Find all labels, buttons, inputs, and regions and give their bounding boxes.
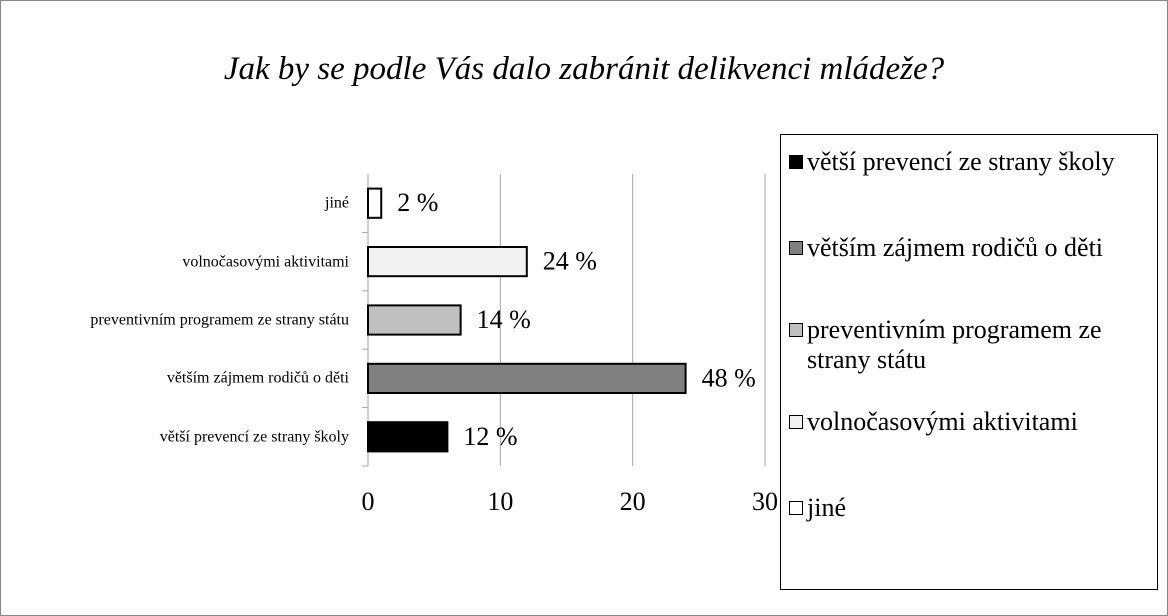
data-label: 14 %: [477, 305, 531, 334]
x-tick-label: 30: [752, 487, 778, 516]
data-label: 2 %: [397, 188, 438, 217]
legend-entry: jiné: [789, 493, 1154, 523]
y-tick-label: volnočasovými aktivitami: [182, 253, 349, 271]
bar: [367, 246, 528, 278]
chart-title: Jak by se podle Vás dalo zabránit delikv…: [223, 51, 945, 87]
data-label: 12 %: [463, 422, 517, 451]
data-label: 48 %: [702, 363, 756, 392]
legend: větší prevencí ze strany školy větším záj…: [780, 134, 1158, 590]
legend-label: preventivním programem ze strany státu: [807, 315, 1102, 374]
y-tick-label: větším zájmem rodičů o děti: [166, 369, 349, 387]
legend-label: volnočasovými aktivitami: [807, 407, 1078, 436]
legend-label: větší prevencí ze strany školy: [807, 147, 1115, 176]
bar: [367, 187, 383, 219]
bar: [367, 421, 449, 453]
bar: [367, 304, 462, 336]
legend-entry: volnočasovými aktivitami: [789, 407, 1154, 437]
legend-swatch: [789, 501, 803, 515]
legend-swatch: [789, 415, 803, 429]
legend-entry: preventivním programem ze strany státu: [789, 315, 1154, 375]
x-tick-label: 10: [487, 487, 513, 516]
legend-entry: větším zájmem rodičů o děti: [789, 233, 1154, 263]
legend-swatch: [789, 155, 803, 169]
y-tick-label: větší prevencí ze strany školy: [159, 428, 349, 446]
legend-entry: větší prevencí ze strany školy: [789, 147, 1154, 177]
bar: [367, 362, 687, 394]
legend-swatch: [789, 241, 803, 255]
x-tick-label: 20: [620, 487, 646, 516]
legend-swatch: [789, 323, 803, 337]
legend-label: jiné: [807, 493, 846, 522]
data-label: 24 %: [543, 247, 597, 276]
y-tick-label: jiné: [325, 194, 349, 212]
x-tick-label: 0: [362, 487, 375, 516]
y-tick-label: preventivním programem ze strany státu: [90, 311, 349, 329]
legend-label: větším zájmem rodičů o děti: [807, 233, 1104, 262]
